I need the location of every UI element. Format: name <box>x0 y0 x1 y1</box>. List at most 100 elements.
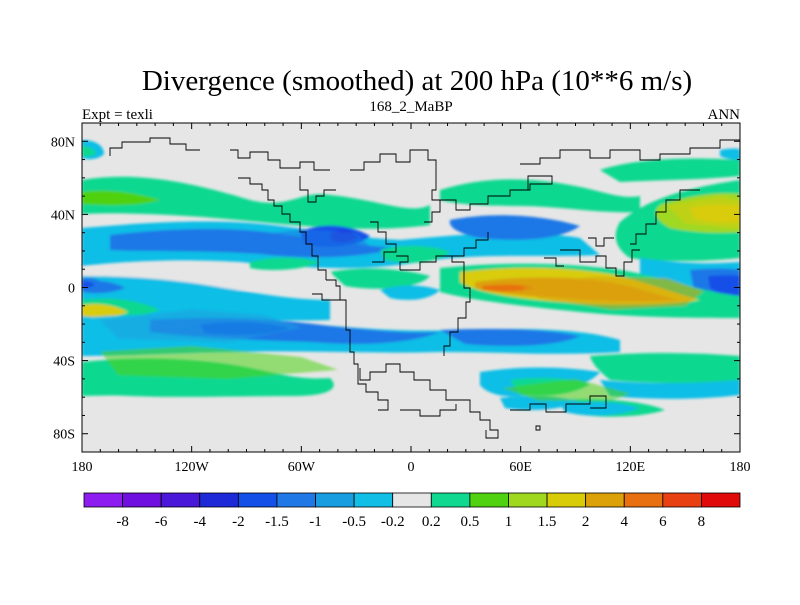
field-region-1 <box>82 190 160 206</box>
colorbar-swatch-12 <box>546 492 587 508</box>
coastline-segment-10 <box>452 232 489 257</box>
colorbar-swatch-0 <box>83 492 123 508</box>
coastline-segment-20 <box>535 425 541 431</box>
colorbar-label-7: -0.2 <box>381 514 405 530</box>
x-tick-label-0: 180 <box>72 460 93 475</box>
coastline-segment-11 <box>440 175 553 211</box>
x-tick-label-1: 120W <box>175 460 210 475</box>
coastline-segment-8 <box>400 255 471 356</box>
colorbar-label-8: 0.2 <box>422 514 441 530</box>
colorbar-label-10: 1 <box>505 514 513 530</box>
colorbar-label-2: -4 <box>194 514 207 530</box>
colorbar-swatch-11 <box>508 492 548 508</box>
colorbar-label-14: 6 <box>659 514 667 530</box>
colorbar-label-13: 4 <box>620 514 628 530</box>
coastline-outline <box>109 137 740 439</box>
colorbar-swatch-5 <box>276 492 316 508</box>
field-region-6 <box>449 215 580 240</box>
field-region-39 <box>560 401 640 416</box>
field-dateline-convergence-south <box>740 277 777 315</box>
colorbar-swatch-6 <box>315 492 355 508</box>
colorbar-swatch-4 <box>237 492 278 508</box>
colorbar-label-15: 8 <box>698 514 706 530</box>
colorbar: -8 -6 -4 -2 -1.5 -1 -0.5 -0.2 0.2 0.5 1 1.5 2 4 6 8 <box>83 492 741 530</box>
coastline-segment-9 <box>396 255 409 270</box>
y-tick-label-3: 40S <box>53 355 75 370</box>
x-tick-label-2: 60W <box>288 460 316 475</box>
y-tick-label-1: 40N <box>51 208 75 223</box>
field-region-20 <box>250 257 320 270</box>
field-north-atlantic-convergence <box>246 229 375 255</box>
right-subtitle: ANN <box>708 107 741 123</box>
field-equatorial-divergence-west-pacific <box>520 276 704 310</box>
field-region-27 <box>482 284 535 292</box>
chart-title: Divergence (smoothed) at 200 hPa (10**6 … <box>142 65 692 97</box>
colorbar-label-5: -1 <box>309 514 322 530</box>
coastline-segment-16 <box>544 257 564 267</box>
y-tick-label-4: 80S <box>53 428 75 443</box>
x-tick-label-5: 120E <box>616 460 646 475</box>
colorbar-label-4: -1.5 <box>265 514 289 530</box>
colorbar-swatch-15 <box>662 492 702 508</box>
colorbar-swatch-9 <box>430 492 471 508</box>
coastline-segment-0 <box>109 137 200 156</box>
field-region-23 <box>380 285 440 300</box>
field-region-44 <box>82 281 95 288</box>
colorbar-swatch-2 <box>160 492 201 508</box>
colorbar-swatch-14 <box>623 492 664 508</box>
colorbar-label-0: -8 <box>116 514 129 530</box>
coastline-segment-18 <box>400 404 457 417</box>
coastline-segment-7 <box>370 221 397 263</box>
field-south-indian-divergence <box>502 378 631 401</box>
coastline-segment-12 <box>520 139 740 165</box>
colorbar-swatch-10 <box>469 492 509 508</box>
x-tick-label-3: 0 <box>408 460 415 475</box>
coastline-segment-17 <box>359 363 499 439</box>
coastline-segment-15 <box>630 189 700 245</box>
coastline-segment-19 <box>510 395 607 413</box>
field-region-41 <box>82 146 96 157</box>
coastline-segment-14 <box>588 237 614 247</box>
map-panel: 180 120W 60W 0 60E 120E 180 80N 40N 0 40S 80S <box>51 122 777 475</box>
colorbar-swatch-8 <box>392 492 432 508</box>
field-region-8 <box>600 158 740 182</box>
y-tick-label-0: 80N <box>51 135 75 150</box>
coastline-segment-6 <box>350 149 441 223</box>
axis-ticks <box>81 123 741 452</box>
coastline-segment-3 <box>299 176 336 203</box>
left-subtitle: Expt = texli <box>82 107 153 123</box>
field-region-0 <box>82 176 430 229</box>
field-east-pacific-convergence <box>100 309 302 343</box>
field-region-7 <box>440 179 640 213</box>
colorbar-swatch-3 <box>199 492 239 508</box>
colorbar-label-6: -0.5 <box>342 514 366 530</box>
center-subtitle: 168_2_MaBP <box>369 99 452 115</box>
axis-tick-labels: 180 120W 60W 0 60E 120E 180 80N 40N 0 40S 80S <box>51 135 751 475</box>
divergence-field <box>82 140 777 417</box>
colorbar-swatch-13 <box>585 492 625 508</box>
field-region-22 <box>330 268 430 289</box>
field-region-31 <box>440 328 580 346</box>
colorbar-label-9: 0.5 <box>461 514 480 530</box>
field-region-33 <box>590 353 740 383</box>
field-midlatitude-south-divergence-band <box>100 346 338 379</box>
colorbar-swatch-16 <box>701 492 741 508</box>
colorbar-label-3: -2 <box>232 514 245 530</box>
coastline-segment-1 <box>230 149 330 171</box>
field-region-21 <box>380 245 450 263</box>
colorbar-label-12: 2 <box>582 514 590 530</box>
coastline-segment-13 <box>560 249 640 277</box>
coastline-segment-5 <box>312 293 340 301</box>
coastline-segment-4 <box>326 279 389 411</box>
x-tick-label-6: 180 <box>730 460 751 475</box>
colorbar-label-1: -6 <box>155 514 168 530</box>
colorbar-label-11: 1.5 <box>538 514 557 530</box>
coastline-segment-2 <box>238 177 327 280</box>
field-region-14 <box>708 275 740 298</box>
field-region-42 <box>720 148 740 160</box>
colorbar-swatch-7 <box>353 492 394 508</box>
x-tick-label-4: 60E <box>509 460 532 475</box>
field-region-34 <box>600 380 740 399</box>
colorbar-swatch-1 <box>122 492 162 508</box>
